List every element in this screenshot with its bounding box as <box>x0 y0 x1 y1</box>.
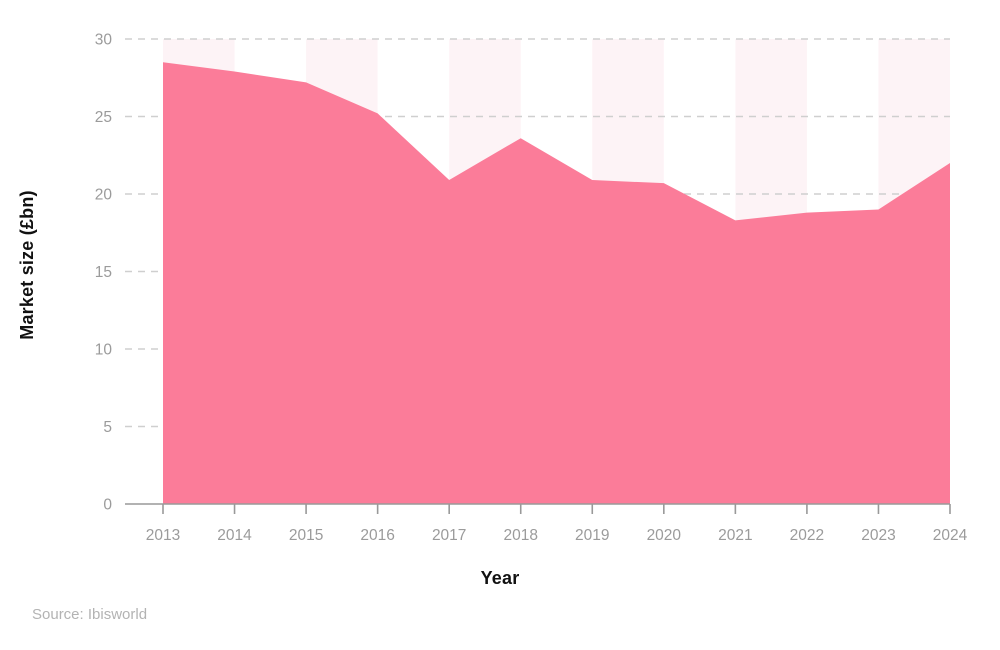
x-tick-label: 2023 <box>861 527 895 544</box>
x-axis-title: Year <box>480 568 520 588</box>
x-tick-label: 2015 <box>289 527 323 544</box>
x-tick-label: 2024 <box>933 527 968 544</box>
x-tick-label: 2018 <box>503 527 537 544</box>
x-tick-label: 2021 <box>718 527 752 544</box>
x-tick-label: 2014 <box>217 527 252 544</box>
x-tick-label: 2016 <box>360 527 394 544</box>
y-axis-title: Market size (£bn) <box>17 190 37 340</box>
y-tick-label: 0 <box>103 497 112 514</box>
y-tick-label: 10 <box>95 342 113 359</box>
x-tick-label: 2022 <box>790 527 824 544</box>
y-tick-label: 15 <box>95 264 112 281</box>
x-tick-label: 2020 <box>647 527 682 544</box>
x-tick-label: 2013 <box>146 527 180 544</box>
x-tick-label: 2019 <box>575 527 609 544</box>
y-tick-label: 30 <box>95 32 113 49</box>
source-note: Source: Ibisworld <box>32 606 148 623</box>
x-tick-label: 2017 <box>432 527 466 544</box>
market-size-area <box>163 62 950 504</box>
y-tick-label: 25 <box>95 109 112 126</box>
y-tick-label: 20 <box>95 187 113 204</box>
y-tick-label: 5 <box>103 419 112 436</box>
